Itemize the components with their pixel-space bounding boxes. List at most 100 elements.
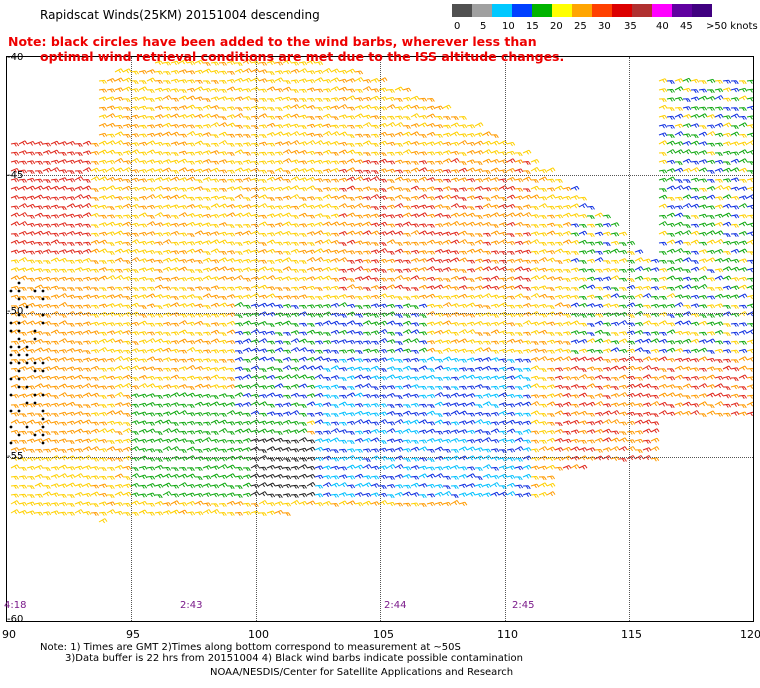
wind-barb [578,430,588,435]
contamination-marker [41,417,45,421]
wind-barb [666,185,676,191]
wind-barb [618,357,628,363]
wind-barb [298,241,308,246]
wind-barb [490,340,500,345]
wind-barb [706,321,716,327]
wind-barb [402,375,412,381]
wind-barb [98,106,107,111]
wind-barb [594,420,604,425]
wind-barb [370,349,380,354]
wind-barb [402,212,412,218]
wind-barb [370,213,380,219]
wind-barb [690,113,700,119]
wind-barb [394,242,403,247]
wind-barb [98,358,108,363]
wind-barb [578,348,588,354]
wind-barb [634,449,643,454]
wind-barb [546,187,556,192]
wind-barb [338,160,348,165]
wind-barb [298,404,307,409]
wind-barb [530,159,540,164]
wind-barb [178,187,187,192]
wind-barb [186,313,196,318]
wind-barb [594,257,604,263]
wind-barb [618,458,627,462]
wind-barb [146,492,156,498]
wind-barb [426,321,436,327]
wind-barb [242,116,251,121]
wind-barb [474,483,484,489]
wind-barb [410,267,420,273]
wind-barb [50,358,60,363]
wind-barb [90,330,100,335]
wind-barb [698,95,708,101]
wind-barb [466,212,476,218]
legend-label-15: 15 [526,21,539,32]
wind-barb [346,392,356,398]
wind-barb [282,141,292,146]
wind-barb [562,430,571,435]
wind-barb [98,421,108,426]
wind-barb [258,368,267,373]
wind-barb [442,284,452,290]
wind-barb [522,267,532,273]
wind-barb [74,374,84,380]
wind-barb [730,393,740,399]
wind-barb [538,196,548,201]
wind-barb [186,511,196,516]
wind-barb [706,257,716,263]
grid-lon-100 [256,57,257,621]
wind-barb [714,268,724,273]
wind-barb [42,260,51,265]
wind-barb [266,464,276,470]
wind-barb [434,466,444,471]
wind-barb [18,150,28,155]
wind-barb [466,401,476,407]
wind-barb [410,502,420,507]
wind-barb [90,384,100,389]
wind-barb [530,250,540,255]
wind-barb [18,510,28,515]
wind-barb [242,304,251,309]
wind-barb [178,473,188,479]
wind-barb [170,367,179,372]
wind-barb [514,258,524,263]
contamination-marker [25,361,29,365]
wind-barb [138,314,147,318]
wind-barb [50,466,60,471]
wind-barb [210,160,220,165]
wind-barb [146,240,156,246]
wind-barb [74,204,84,209]
wind-barb [698,178,708,183]
wind-barb [138,80,147,85]
wind-barb [514,159,524,164]
wind-barb [138,393,148,399]
wind-barb [178,392,188,398]
wind-barb [282,276,292,281]
wind-barb [274,196,283,201]
wind-barb [162,340,172,345]
wind-barb [266,260,275,265]
wind-barb [130,393,140,398]
wind-barb [18,178,27,183]
wind-barb [90,212,100,218]
wind-barb [466,124,476,129]
wind-barb [570,185,580,191]
wind-barb [682,276,692,282]
wind-barb [402,169,412,174]
wind-barb [602,437,612,443]
wind-barb [258,284,268,290]
wind-barb [714,248,724,254]
wind-barb [202,168,212,173]
wind-barb [74,143,83,147]
wind-barb [234,286,244,291]
wind-barb [154,96,164,102]
wind-barb [186,386,195,390]
wind-barb [290,167,300,173]
wind-barb [666,197,675,201]
time-label-0243: 2:43 [180,600,203,611]
wind-barb [130,222,140,228]
wind-barb [154,222,164,227]
wind-barb [306,105,316,110]
wind-barb [738,267,748,272]
